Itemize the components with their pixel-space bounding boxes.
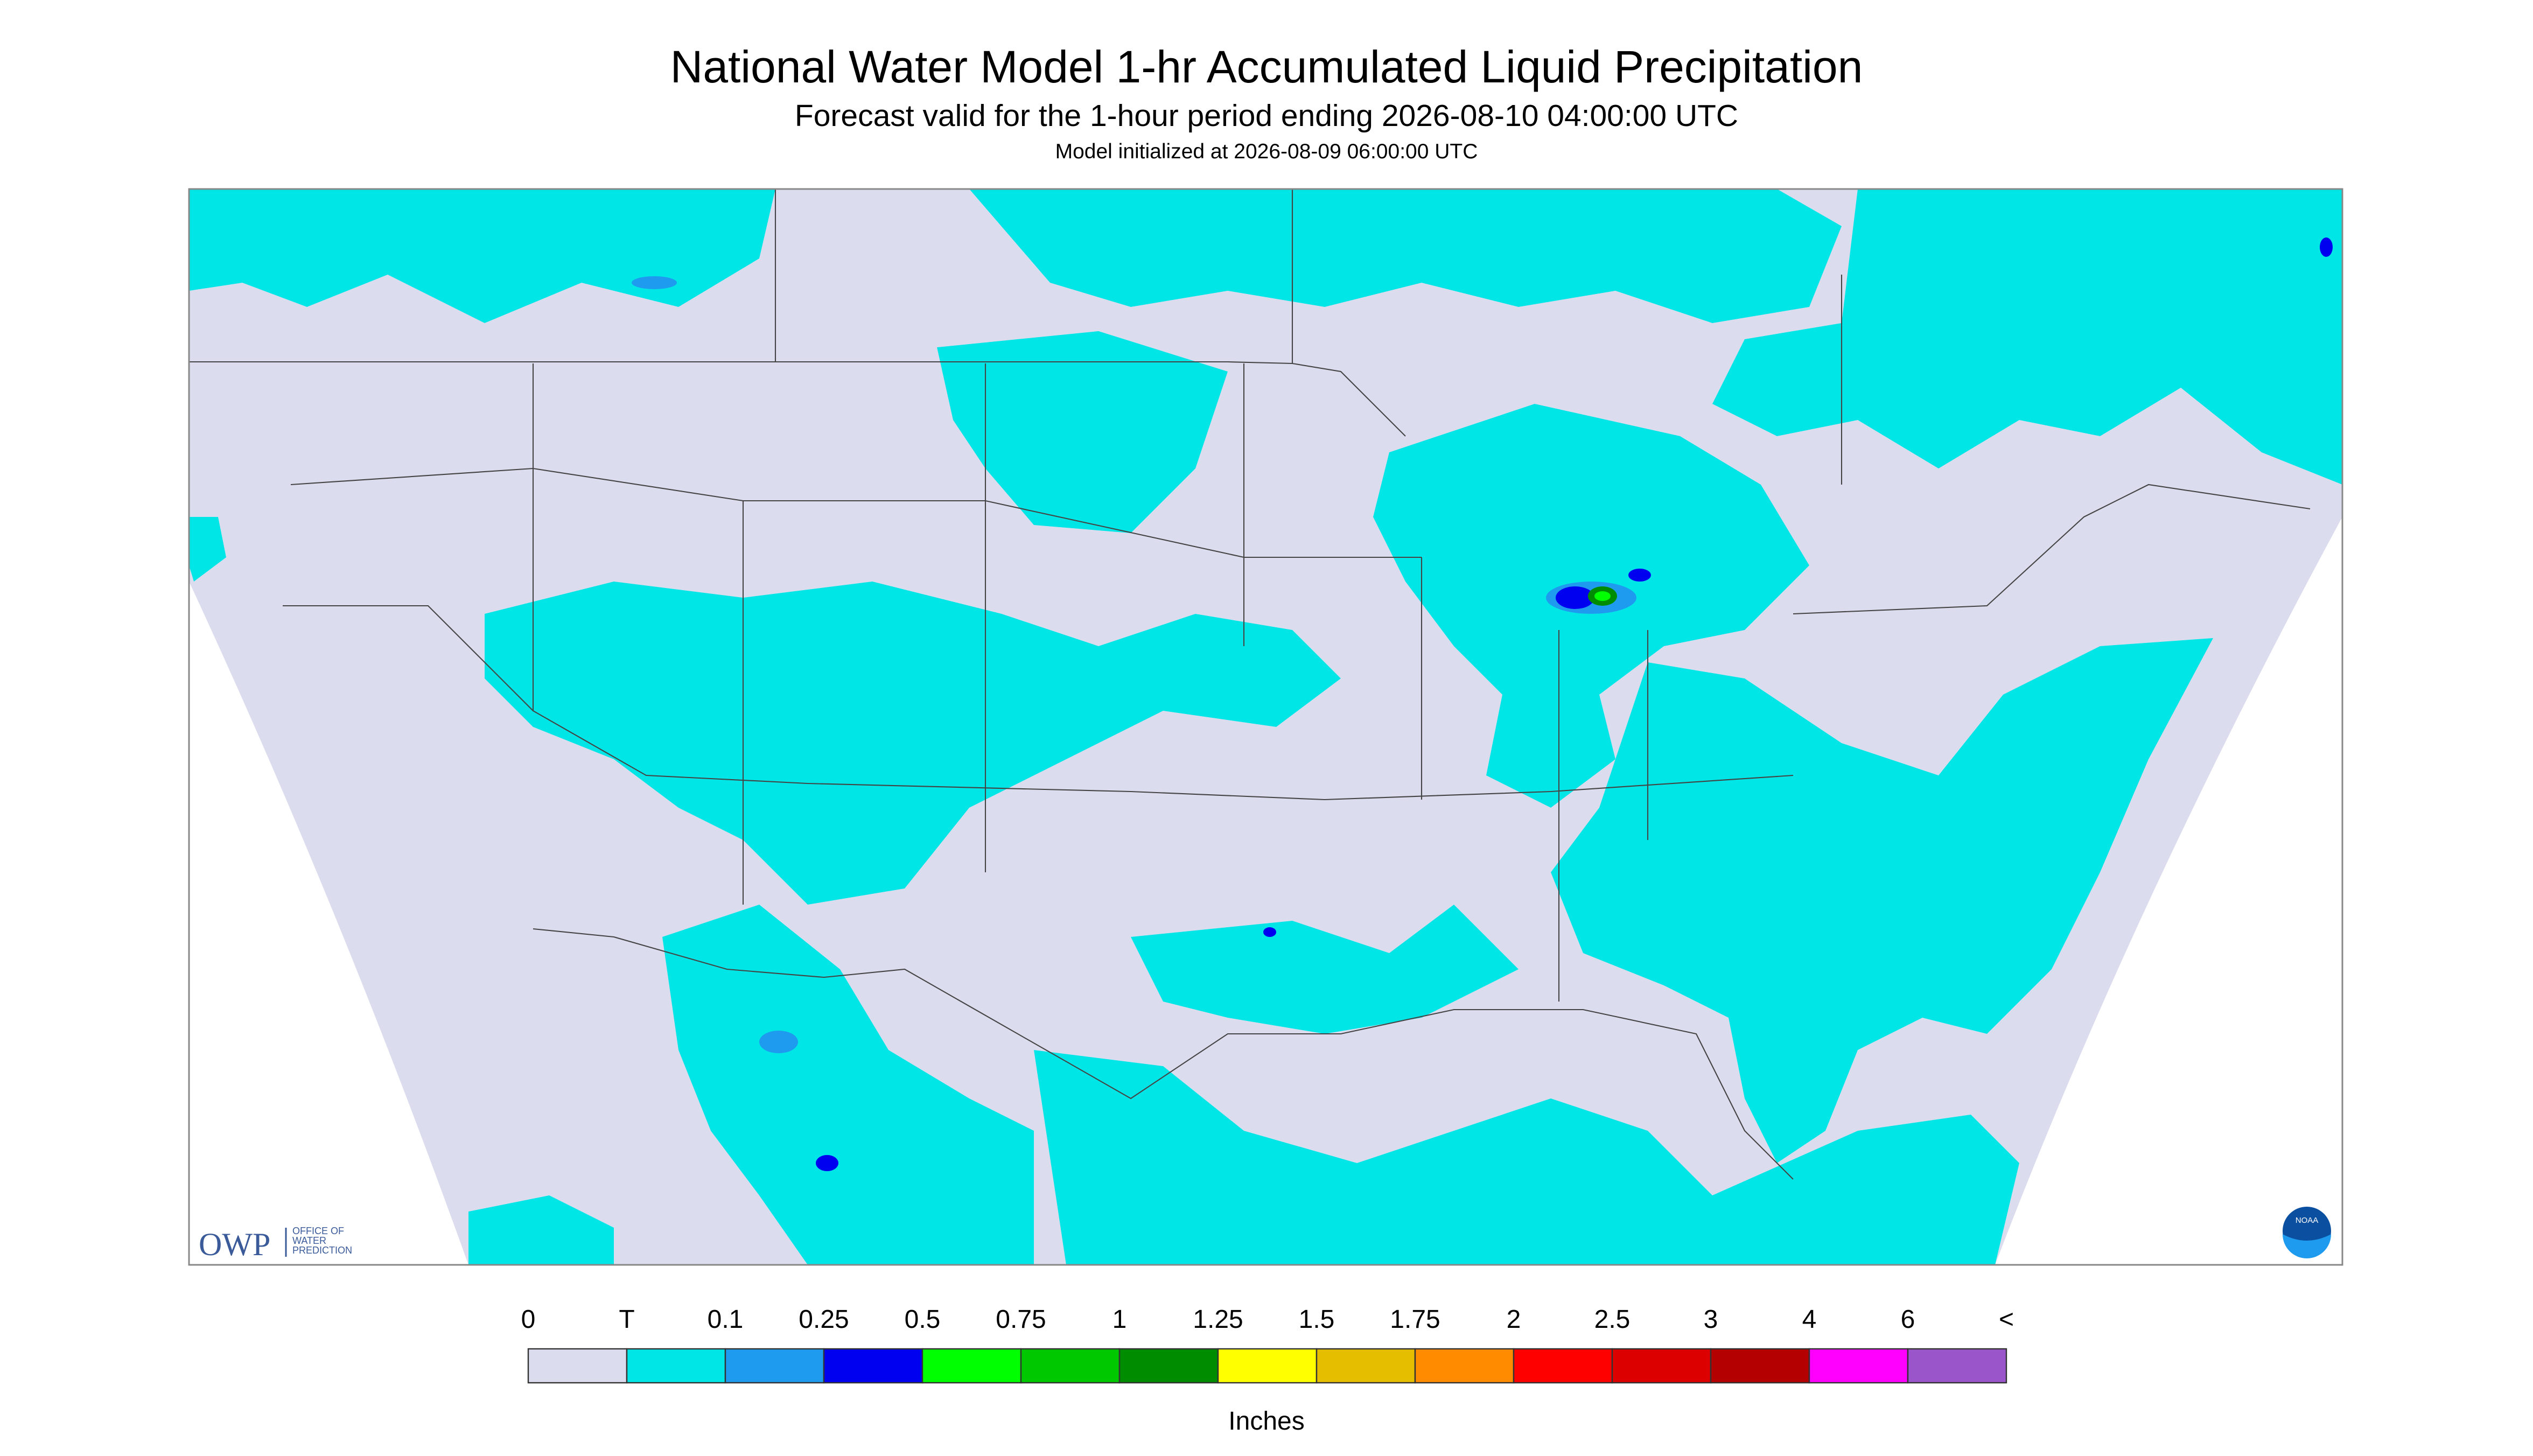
border-line: [774, 189, 1843, 485]
legend-label: 0.25: [799, 1305, 849, 1334]
legend: 0 T 0.1 0.25 0.5 0.75 1 1.25 1.5 1.75 2 2.5 3 4 6 <: [521, 1305, 2014, 1384]
legend-swatch: [1217, 1348, 1318, 1384]
legend-swatch: [1316, 1348, 1416, 1384]
owp-name: PREDICTION: [292, 1245, 352, 1256]
legend-label: 6: [1901, 1305, 1915, 1334]
legend-unit: Inches: [1228, 1407, 1304, 1436]
border-line: [189, 361, 1406, 437]
legend-label: 1: [1112, 1305, 1127, 1334]
precip-area: [468, 1195, 614, 1265]
precip-area: [189, 517, 226, 582]
legend-label: 4: [1802, 1305, 1817, 1334]
legend-label: 1.75: [1390, 1305, 1440, 1334]
border-line: [290, 467, 1422, 558]
legend-label: 1.25: [1193, 1305, 1243, 1334]
legend-label: 0: [521, 1305, 536, 1334]
precip-area: [485, 582, 1341, 905]
init-note: Model initialized at 2026-08-09 06:00:00…: [1055, 140, 1478, 163]
legend-swatch: [1808, 1348, 1909, 1384]
legend-swatch: [823, 1348, 923, 1384]
precip-cell: [2320, 237, 2333, 257]
precip-area: [1034, 1050, 2019, 1265]
legend-swatch: [1710, 1348, 1810, 1384]
map-frame: [188, 188, 2343, 1266]
projection-mask: [1995, 517, 2342, 1265]
legend-swatch: [921, 1348, 1022, 1384]
precip-cell: [1628, 569, 1651, 582]
precip-area: [969, 189, 1842, 324]
precip-cell: [632, 276, 677, 290]
legend-swatch: [1513, 1348, 1613, 1384]
precip-cell: [1263, 927, 1276, 937]
owp-logo: OWP: [199, 1227, 270, 1262]
precip-area: [1551, 638, 2213, 1164]
precip-areas: [189, 189, 2342, 1265]
precip-area: [189, 189, 775, 324]
legend-label: 3: [1704, 1305, 1718, 1334]
map: OWP OFFICE OF WATER PREDICTION NOAA: [188, 188, 2343, 1266]
legend-label: 2.5: [1594, 1305, 1631, 1334]
projection-mask: [189, 582, 468, 1265]
border-line: [532, 363, 1649, 1002]
precip-cell: [816, 1155, 838, 1172]
owp-name: OFFICE OF: [292, 1226, 344, 1236]
precip-area: [1712, 189, 2342, 485]
legend-label: 0.5: [905, 1305, 941, 1334]
title: National Water Model 1-hr Accumulated Li…: [670, 41, 1863, 92]
border-line: [283, 605, 1794, 801]
legend-label: T: [619, 1305, 634, 1334]
legend-swatch: [724, 1348, 825, 1384]
owp-name: WATER: [292, 1235, 326, 1246]
precip-cell: [759, 1031, 798, 1054]
borders: [189, 189, 2311, 1180]
noaa-text: NOAA: [2296, 1216, 2319, 1225]
precip-area: [662, 905, 1034, 1265]
legend-label: 2: [1507, 1305, 1521, 1334]
border-line: [533, 928, 1794, 1180]
legend-swatch: [1414, 1348, 1515, 1384]
legend-swatch: [527, 1348, 628, 1384]
legend-label: 0.75: [996, 1305, 1046, 1334]
precip-cell: [1594, 591, 1611, 601]
precip-area: [1131, 905, 1519, 1034]
legend-swatch: [1907, 1348, 2007, 1384]
legend-swatch: [1118, 1348, 1219, 1384]
legend-label: 1.5: [1299, 1305, 1335, 1334]
subtitle: Forecast valid for the 1-hour period end…: [795, 99, 1738, 133]
legend-swatch: [1611, 1348, 1712, 1384]
legend-label: 0.1: [708, 1305, 744, 1334]
heavy-precip: [632, 237, 2333, 1172]
legend-swatch: [1020, 1348, 1121, 1384]
border-line: [1793, 484, 2311, 615]
noaa-logo-wave: [2283, 1234, 2331, 1259]
legend-label: <: [1999, 1305, 2014, 1334]
precip-area: [937, 331, 1228, 534]
legend-swatch: [626, 1348, 726, 1384]
precip-cell: [1556, 586, 1594, 610]
